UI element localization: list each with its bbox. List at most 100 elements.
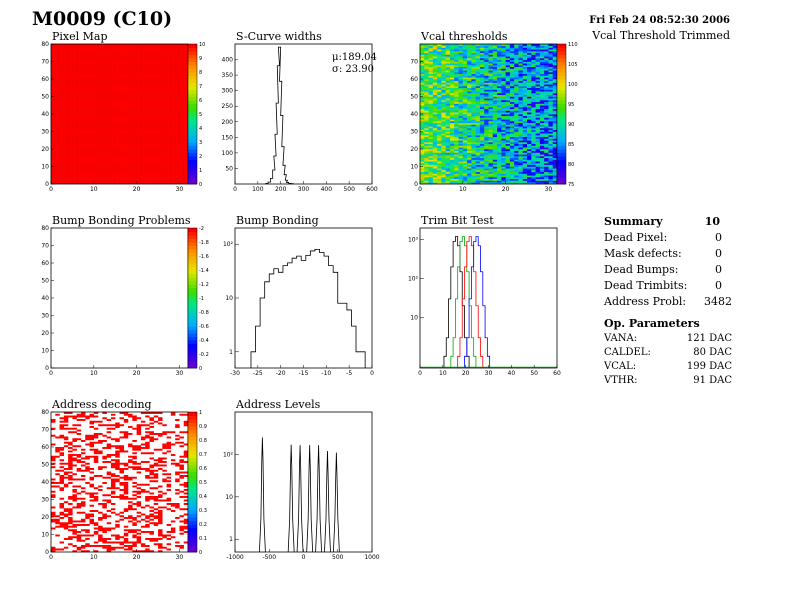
vcal-cell [428,61,434,64]
vcal-cell [428,70,434,73]
vcal-cell [535,150,541,153]
vcal-cell [514,105,519,108]
vcal-cell [535,147,541,150]
vcal-cell [437,145,442,148]
vcal-cell [539,45,545,48]
vcal-cell [432,161,438,164]
vcal-cell [475,93,481,96]
vcal-cell [539,82,545,85]
vcal-cell [441,65,446,68]
vcal-cell [484,171,489,174]
vcal-cell [539,147,545,150]
vcal-cell [420,93,425,96]
vcal-cell [531,49,536,52]
address-cell [51,419,56,421]
vcal-cell [458,135,464,138]
address-cell [110,534,116,537]
vcal-cell [449,103,455,106]
vcal-cell [484,65,489,68]
vcal-cell [449,110,455,113]
vcal-cell [475,115,481,118]
address-cell [59,517,65,519]
vcal-cell [484,143,489,146]
vcal-cell [424,51,429,54]
vcal-cell [492,152,498,155]
vcal-cell [424,61,429,64]
vcal-cell [445,135,451,138]
vcal-cell [527,126,532,129]
vcal-cell [484,63,489,66]
vcal-cell [509,121,515,124]
vcal-cell [518,66,524,69]
vcal-cell [428,47,434,50]
address-cell [76,534,82,537]
vcal-cell [501,87,506,90]
vcal-cell [514,164,519,167]
vcal-cell [518,49,524,52]
vcal-cell [501,177,506,180]
vcal-cell [488,87,494,90]
vcal-cell [432,175,438,178]
vcal-cell [479,101,485,104]
address-cell [162,457,167,460]
address-cell [89,520,95,523]
vcal-cell [544,178,549,181]
vcal-cell [467,84,472,87]
palette-band [188,422,197,427]
address-cell [136,532,142,535]
address-cell [153,517,159,519]
vcal-cell [544,108,549,111]
x-tick-label: 30 [485,370,493,377]
y-tick-label: 30 [41,129,49,136]
vcal-cell [527,114,532,117]
vcal-cell [535,61,541,64]
address-cell [166,524,172,526]
address-cell [145,499,150,502]
address-cell [59,459,65,462]
vcal-cell [539,72,545,75]
palette-band [188,440,197,444]
vcal-cell [428,156,434,159]
vcal-cell [432,49,438,52]
vcal-cell [467,122,472,125]
address-cell [179,515,184,518]
vcal-cell [484,152,489,155]
vcal-cell [497,147,502,150]
vcal-cell [479,68,485,71]
address-cell [51,490,56,493]
vcal-cell [488,89,494,92]
vcal-cell [497,177,502,180]
vcal-cell [437,143,442,146]
vcal-cell [522,177,528,180]
vcal-cell [467,133,472,136]
vcal-cell [488,159,494,162]
palette-tick-label: 85 [568,142,574,148]
vcal-cell [509,77,515,80]
address-cell [136,504,142,507]
vcal-cell [441,91,446,94]
vcal-cell [462,45,468,48]
vcal-cell [420,126,425,129]
vcal-cell [488,77,494,80]
vcal-cell [437,147,442,150]
vcal-cell [518,124,524,127]
vcal-cell [428,117,434,120]
vcal-cell [505,105,511,108]
vcal-cell [471,161,476,164]
vcal-cell [420,173,425,176]
address-cell [89,513,95,516]
address-cell [153,433,159,435]
vcal-cell [467,63,472,66]
vcal-cell [454,159,459,162]
vcal-cell [454,103,459,106]
vcal-cell [497,182,502,185]
vcal-cell [535,54,541,57]
vcal-cell [527,157,532,160]
vcal-cell [454,79,459,82]
palette-band [557,166,566,171]
vcal-cell [535,138,541,141]
vcal-cell [471,133,476,136]
address-cell [93,497,99,500]
vcal-cell [437,171,442,174]
vcal-cell [492,138,498,141]
